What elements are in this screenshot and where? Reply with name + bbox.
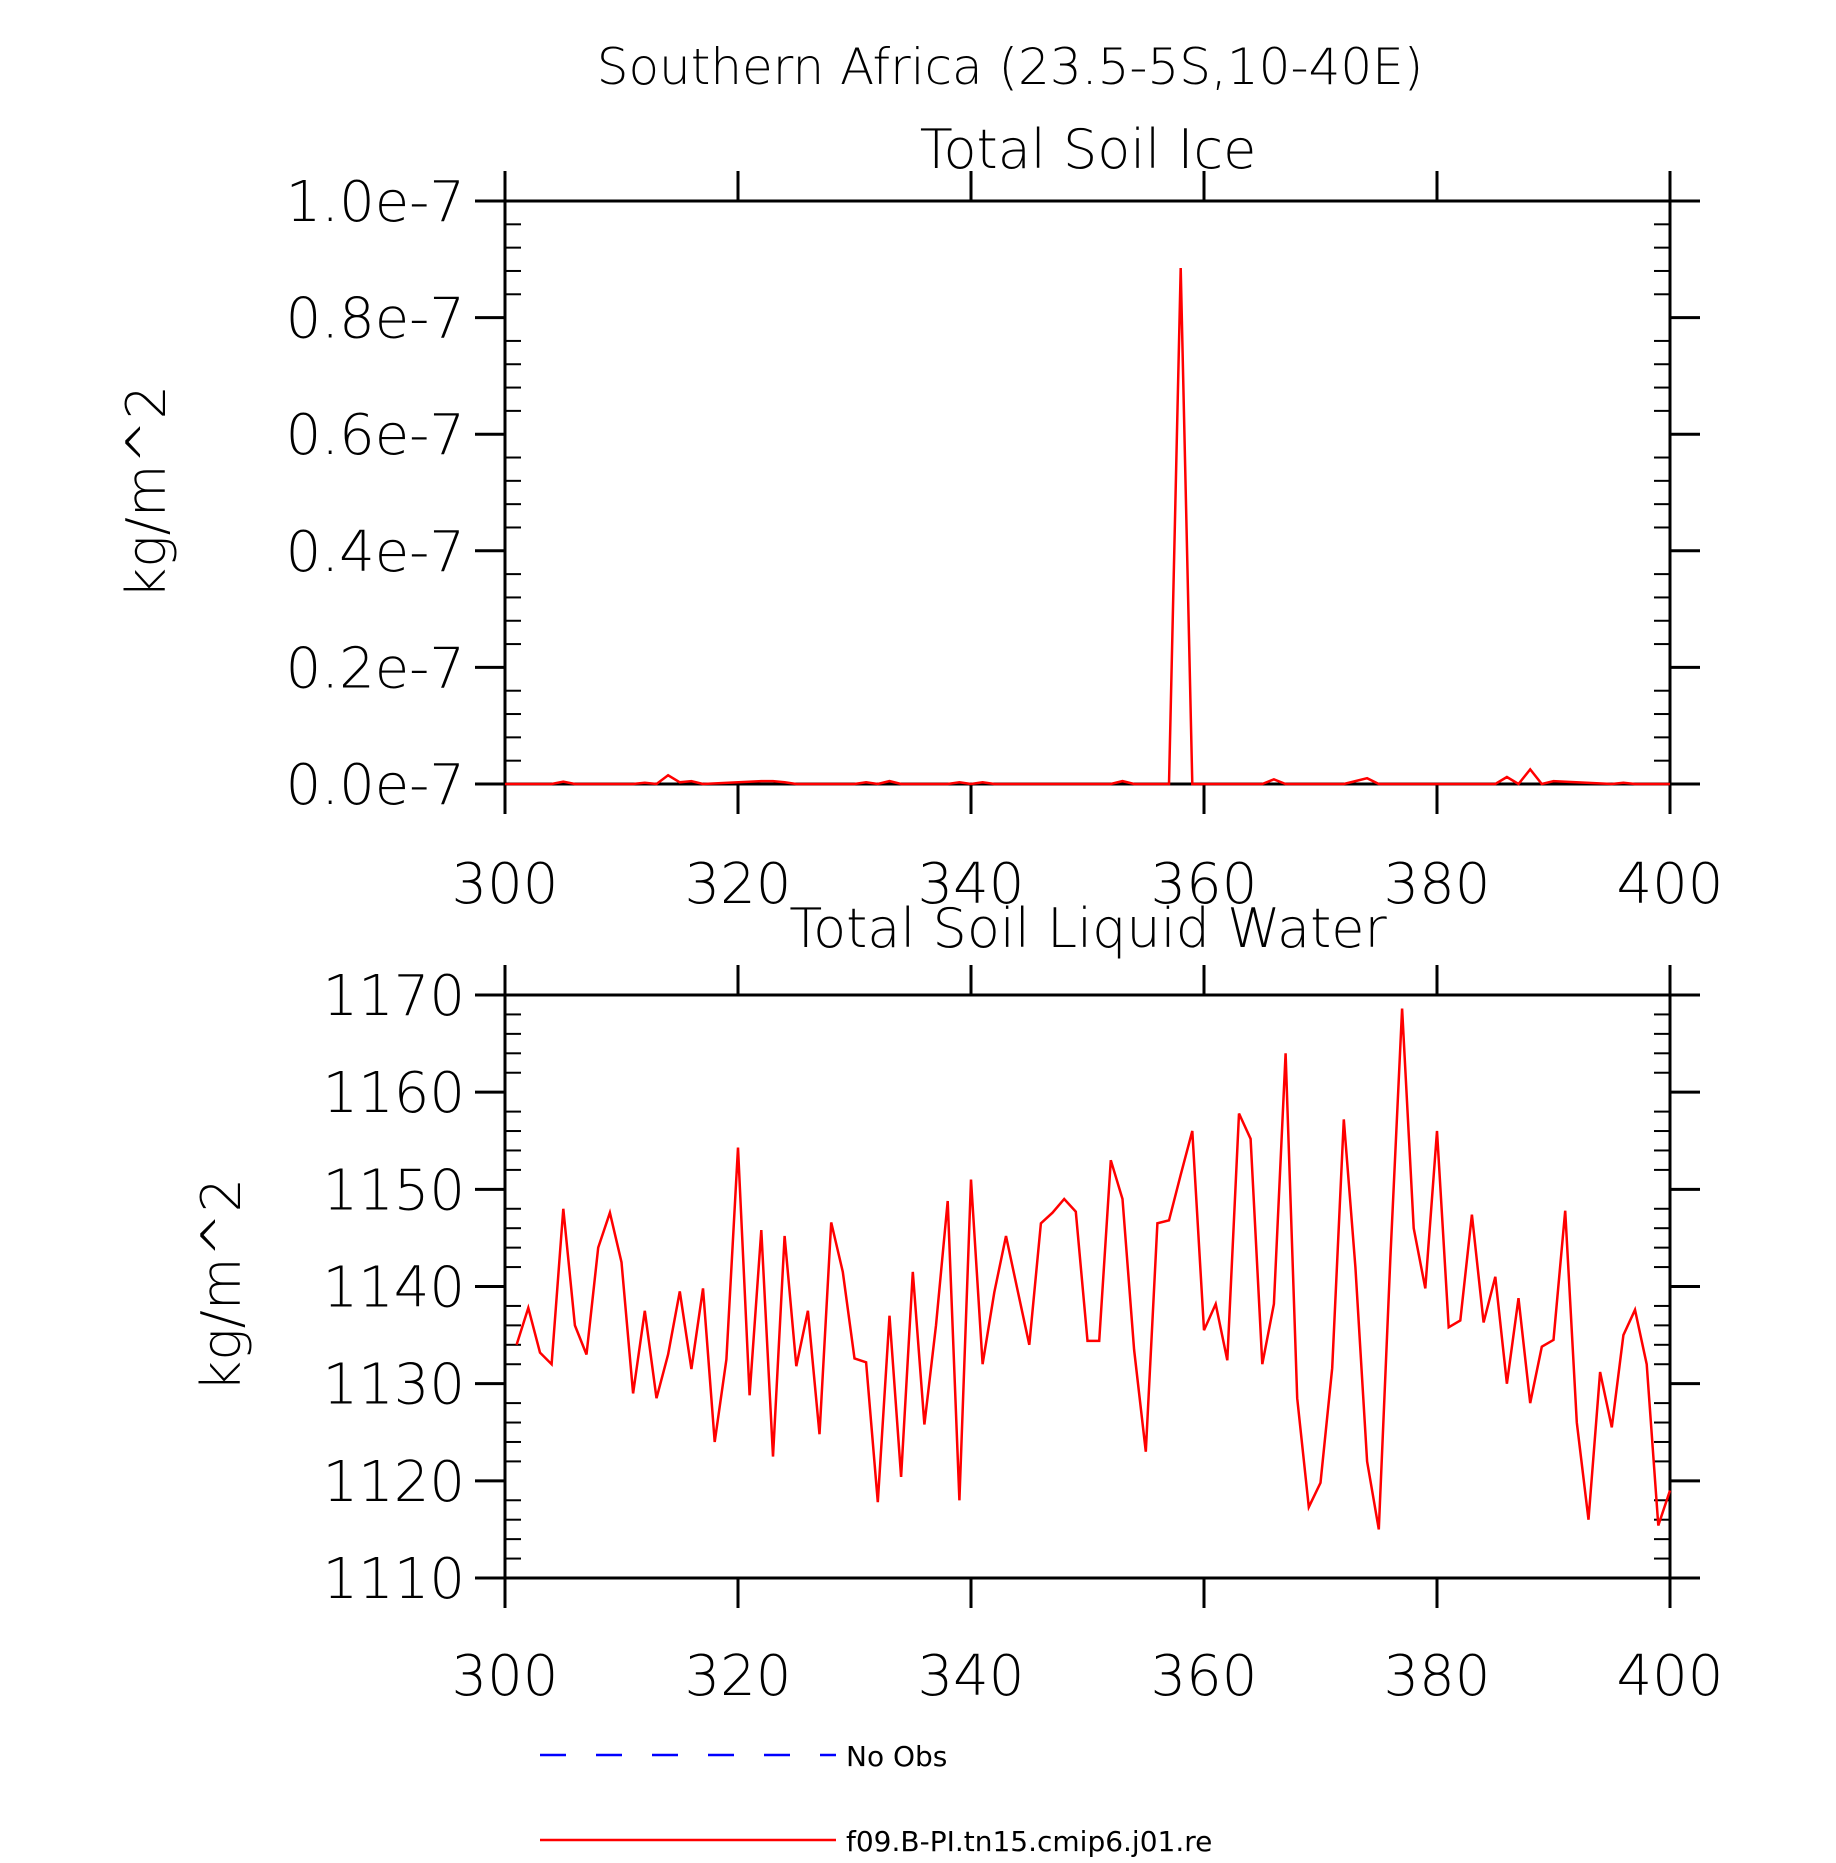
plot-frame (503, 199, 1672, 786)
y-tick-label: 1140 (322, 1256, 465, 1321)
legend-label-no-obs: No Obs (846, 1740, 947, 1773)
series-line (505, 267, 1670, 786)
y-tick-label: 1120 (322, 1450, 465, 1515)
panel-title: Total Soil Ice (920, 118, 1257, 181)
y-tick-label: 0.4e-7 (286, 520, 465, 585)
panel-title: Total Soil Liquid Water (789, 897, 1387, 960)
x-tick-label: 380 (1384, 852, 1491, 917)
y-tick-label: 1150 (322, 1158, 465, 1223)
y-axis-label: kg/m^2 (190, 1178, 253, 1392)
x-tick-label: 340 (918, 852, 1025, 917)
panel-total-soil-ice: Total Soil Ice kg/m^2 300 320 340 360 380 400 0.… (115, 118, 1723, 917)
panel-total-soil-liquid-water: Total Soil Liquid Water kg/m^2 300 320 340 36… (190, 897, 1723, 1709)
y-tick-label: 1110 (322, 1547, 465, 1612)
x-tick-label: 380 (1384, 1644, 1491, 1709)
y-axis-label: kg/m^2 (115, 385, 178, 599)
x-tick-label: 320 (685, 1644, 792, 1709)
y-tick-label: 1.0e-7 (286, 170, 465, 235)
y-tick-label: 1130 (322, 1353, 465, 1418)
x-tick-label: 360 (1151, 852, 1258, 917)
legend-label-model-run: f09.B-PI.tn15.cmip6.j01.re (846, 1825, 1212, 1858)
y-tick-label: 1160 (322, 1061, 465, 1126)
y-tick-label: 0.8e-7 (286, 287, 465, 352)
y-tick-label: 1170 (322, 964, 465, 1029)
x-tick-label: 400 (1617, 852, 1724, 917)
x-tick-label: 360 (1151, 1644, 1258, 1709)
x-tick-label: 300 (452, 852, 559, 917)
series-line (515, 1008, 1672, 1530)
y-tick-label: 0.0e-7 (286, 753, 465, 818)
y-tick-label: 0.2e-7 (286, 636, 465, 701)
legend: No Obs f09.B-PI.tn15.cmip6.j01.re (540, 1740, 1212, 1858)
figure-title: Southern Africa (23.5-5S,10-40E) (597, 38, 1424, 96)
x-tick-label: 300 (452, 1644, 559, 1709)
x-tick-label: 320 (685, 852, 792, 917)
x-tick-label: 400 (1617, 1644, 1724, 1709)
x-tick-label: 340 (918, 1644, 1025, 1709)
y-tick-label: 0.6e-7 (286, 403, 465, 468)
